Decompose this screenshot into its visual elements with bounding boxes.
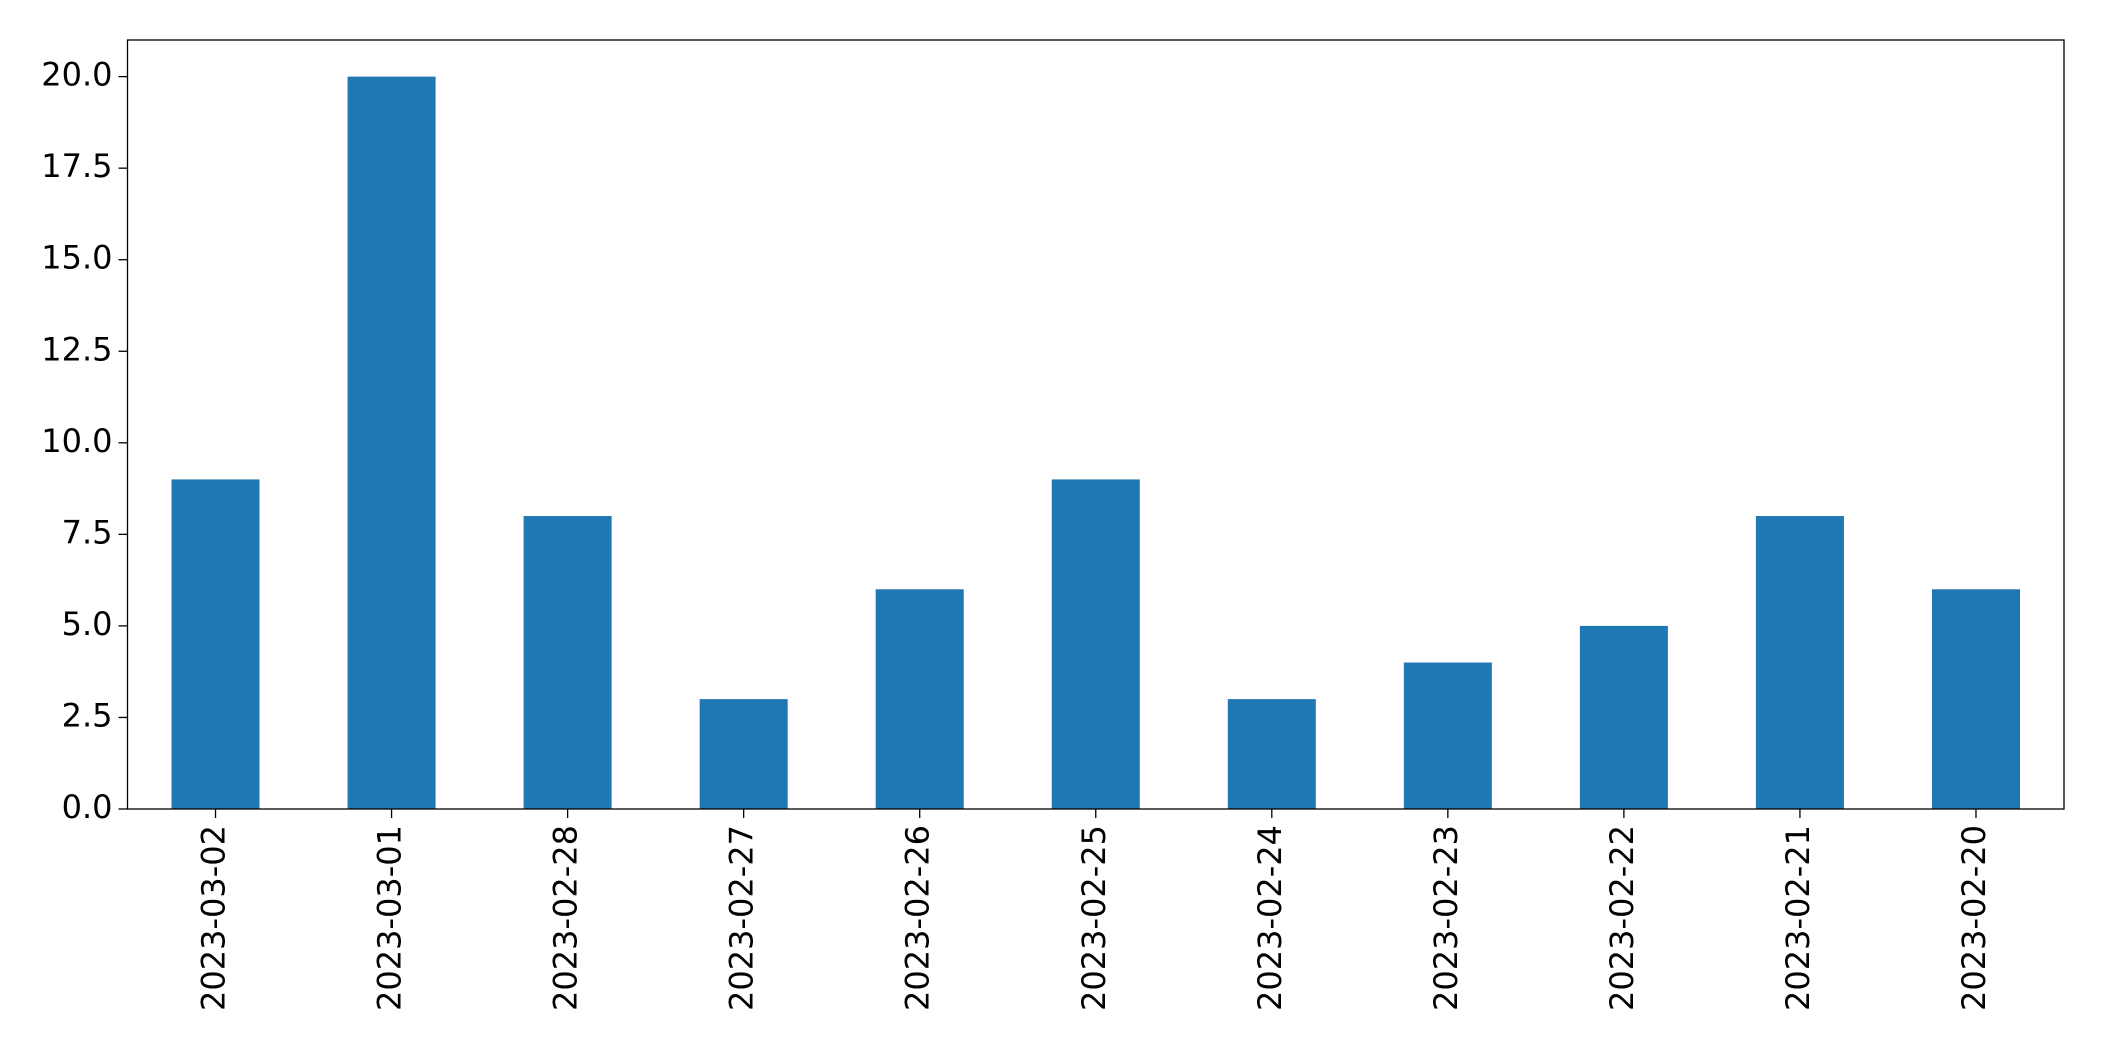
x-tick-label: 2023-02-21 xyxy=(1779,825,1817,1011)
y-tick-label: 20.0 xyxy=(41,56,112,94)
y-tick-label: 10.0 xyxy=(41,422,112,460)
bar xyxy=(1403,662,1492,809)
plot-frame xyxy=(126,39,2065,810)
bar xyxy=(699,699,788,809)
bar xyxy=(875,589,964,809)
x-tick-label: 2023-02-24 xyxy=(1251,825,1289,1011)
x-tick-label: 2023-02-26 xyxy=(899,825,937,1011)
bar xyxy=(1051,479,1140,809)
y-tick-label: 2.5 xyxy=(62,696,113,734)
y-tick-label: 7.5 xyxy=(62,513,113,551)
x-tick-label: 2023-02-22 xyxy=(1603,825,1641,1011)
y-tick-label: 15.0 xyxy=(41,239,112,277)
y-tick-label: 0.0 xyxy=(62,788,113,826)
y-tick-label: 17.5 xyxy=(41,147,112,185)
x-tick-label: 2023-02-20 xyxy=(1955,825,1993,1011)
y-tick-label: 5.0 xyxy=(62,605,113,643)
bar xyxy=(523,516,612,809)
x-tick-label: 2023-03-01 xyxy=(371,825,409,1011)
x-tick-label: 2023-02-25 xyxy=(1075,825,1113,1011)
bar xyxy=(1931,589,2020,809)
x-tick-label: 2023-03-02 xyxy=(195,825,233,1011)
bar xyxy=(1579,625,1668,809)
bar xyxy=(347,76,436,810)
x-tick-label: 2023-02-28 xyxy=(547,825,585,1011)
bar xyxy=(171,479,260,809)
x-tick-label: 2023-02-23 xyxy=(1427,825,1465,1011)
y-tick-label: 12.5 xyxy=(41,330,112,368)
bar xyxy=(1227,699,1316,809)
bar xyxy=(1755,516,1844,809)
x-tick-label: 2023-02-27 xyxy=(723,825,761,1011)
